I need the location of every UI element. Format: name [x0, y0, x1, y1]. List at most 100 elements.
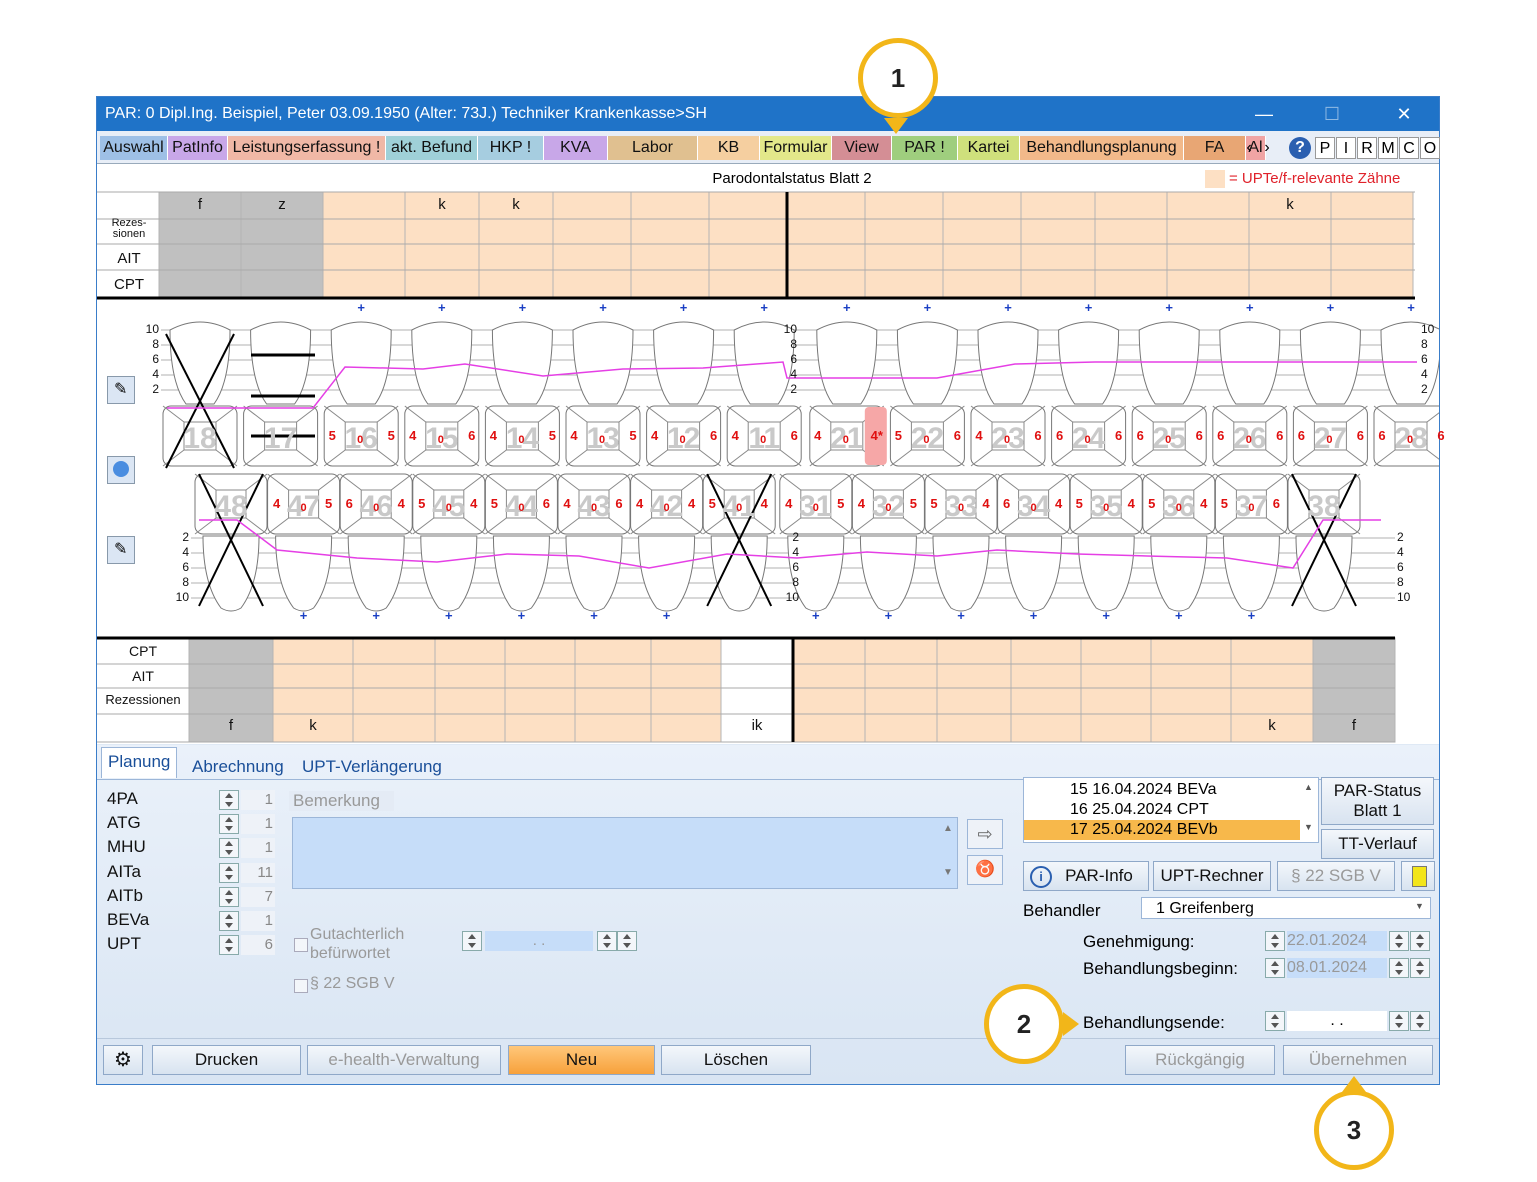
ehealth-button[interactable]: e-health-Verwaltung [307, 1045, 501, 1075]
sgb-checkbox-label: § 22 SGB V [310, 975, 395, 992]
drucken-button[interactable]: Drucken [152, 1045, 301, 1075]
quick-button-r[interactable]: R [1357, 137, 1377, 159]
beginn-date[interactable]: 08.01.2024 [1287, 958, 1387, 978]
tab-hkp[interactable]: HKP ! [478, 136, 544, 160]
quick-button-c[interactable]: C [1399, 137, 1419, 159]
tab-view[interactable]: View [832, 136, 892, 160]
par-status-button[interactable]: PAR-Status Blatt 1 [1321, 777, 1434, 825]
counter-spinner-aitb[interactable] [219, 886, 239, 907]
tab-patinfo[interactable]: PatInfo [168, 136, 228, 160]
rueckgaengig-button[interactable]: Rückgängig [1125, 1045, 1275, 1075]
counter-spinner-atg[interactable] [219, 814, 239, 835]
tab-abrechnung[interactable]: Abrechnung [192, 757, 284, 776]
tab-scroll-right[interactable]: › [1264, 139, 1270, 156]
gutachterlich-date-spinner-left[interactable] [462, 931, 482, 951]
ende-spinner-a[interactable] [1389, 1011, 1409, 1031]
tt-verlauf-button[interactable]: TT-Verlauf [1321, 829, 1434, 859]
counter-spinner-upt[interactable] [219, 935, 239, 956]
beginn-spinner-b[interactable] [1410, 958, 1430, 978]
list-item[interactable]: 16 25.04.2024 CPT [1070, 801, 1209, 818]
counter-value-upt[interactable]: 6 [241, 935, 275, 956]
beginn-spinner-a[interactable] [1389, 958, 1409, 978]
tab-par[interactable]: PAR ! [892, 136, 958, 160]
counter-spinner-4pa[interactable] [219, 790, 239, 810]
close-button[interactable]: ✕ [1396, 104, 1412, 124]
tab-formular[interactable]: Formular [760, 136, 832, 160]
lower-tooth-l-42: 4 [635, 496, 644, 511]
uebernehmen-button[interactable]: Übernehmen [1283, 1045, 1433, 1075]
main-tab-bar: Auswahl PatInfo Leistungserfassung ! akt. B… [97, 131, 1440, 164]
counter-value-mhu[interactable]: 1 [241, 838, 275, 859]
list-item[interactable]: 15 16.04.2024 BEVa [1070, 781, 1217, 798]
upt-rechner-button[interactable]: UPT-Rechner [1153, 861, 1271, 891]
settings-button[interactable]: ⚙ [103, 1045, 143, 1075]
tab-upt-verlaengerung[interactable]: UPT-Verlängerung [302, 757, 442, 776]
upper-tooth-inner-28 [1394, 421, 1428, 451]
tab-akt-befund[interactable]: akt. Befund [386, 136, 478, 160]
lower-cell-col-12 [1080, 637, 1152, 743]
tab-fa[interactable]: FA [1184, 136, 1246, 160]
counter-value-4pa[interactable]: 1 [241, 790, 275, 810]
genehmigung-date[interactable]: 22.01.2024 [1287, 931, 1387, 951]
loeschen-button[interactable]: Löschen [661, 1045, 811, 1075]
sgb-checkbox[interactable] [294, 979, 308, 993]
tab-auswahl[interactable]: Auswahl [100, 136, 168, 160]
lower-cell-col-2 [352, 637, 436, 743]
gutachterlich-checkbox[interactable] [294, 938, 308, 952]
list-scroll-down[interactable]: ▼ [1304, 822, 1313, 832]
counter-value-aita[interactable]: 11 [241, 862, 275, 883]
lower-tooth-l-32: 4 [857, 496, 865, 511]
edit-pencil-icon-upper[interactable]: ✎ [107, 376, 135, 404]
gutachterlich-date-spinner-a[interactable] [597, 931, 617, 951]
behandler-select[interactable]: 1 Greifenberg [1141, 897, 1431, 919]
counter-value-atg[interactable]: 1 [241, 814, 275, 835]
par-info-button[interactable]: i PAR-Info [1023, 861, 1149, 891]
tab-labor[interactable]: Labor [608, 136, 698, 160]
gutachterlich-date[interactable]: . . [485, 931, 593, 951]
tab-kb[interactable]: KB [698, 136, 760, 160]
beginn-spinner-left[interactable] [1265, 958, 1285, 978]
lower-tooth-r-34: 4 [1054, 496, 1063, 511]
help-icon[interactable]: ? [1289, 137, 1311, 159]
tab-behandlungsplanung[interactable]: Behandlungsplanung [1020, 136, 1184, 160]
quick-button-p[interactable]: P [1315, 137, 1335, 159]
ende-date[interactable]: . . [1287, 1011, 1387, 1031]
globe-icon[interactable] [107, 456, 135, 484]
counter-value-beva[interactable]: 1 [241, 911, 275, 931]
list-item[interactable]: 17 25.04.2024 BEVb [1024, 820, 1300, 840]
edit-pencil-icon-lower[interactable]: ✎ [107, 536, 135, 564]
counter-spinner-aita[interactable] [219, 862, 239, 883]
ende-spinner-left[interactable] [1265, 1011, 1285, 1031]
tab-planung[interactable]: Planung [101, 747, 178, 778]
appointment-list[interactable]: 15 16.04.2024 BEVa 16 25.04.2024 CPT 17 25… [1023, 777, 1319, 843]
tooth-icon[interactable]: ♉ [967, 855, 1003, 885]
arrow-right-icon[interactable]: ⇨ [967, 819, 1003, 849]
tab-scroll-left[interactable]: ‹ [1246, 139, 1252, 156]
textarea-scroll-down[interactable]: ▼ [943, 867, 953, 878]
counter-value-aitb[interactable]: 7 [241, 886, 275, 907]
neu-button[interactable]: Neu [508, 1045, 655, 1075]
genehmigung-spinner-b[interactable] [1410, 931, 1430, 951]
clipboard-button[interactable] [1401, 861, 1435, 891]
list-scroll-up[interactable]: ▲ [1304, 782, 1313, 792]
sgb-button[interactable]: § 22 SGB V [1277, 861, 1395, 891]
genehmigung-spinner-left[interactable] [1265, 931, 1285, 951]
tab-kva[interactable]: KVA [544, 136, 608, 160]
textarea-scroll-up[interactable]: ▲ [943, 823, 953, 834]
quick-button-i[interactable]: I [1336, 137, 1356, 159]
counter-spinner-beva[interactable] [219, 911, 239, 931]
quick-button-m[interactable]: M [1378, 137, 1398, 159]
maximize-button[interactable]: ☐ [1323, 104, 1341, 124]
lower-tooth-number-32: 32 [871, 490, 906, 523]
tab-kartei[interactable]: Kartei [958, 136, 1020, 160]
tab-al[interactable]: Al [1246, 136, 1266, 160]
tab-leistungserfassung[interactable]: Leistungserfassung ! [228, 136, 386, 160]
minimize-button[interactable]: — [1255, 104, 1273, 124]
gutachterlich-date-spinner-b[interactable] [617, 931, 637, 951]
quick-button-o[interactable]: O [1420, 137, 1440, 159]
counter-spinner-mhu[interactable] [219, 838, 239, 859]
ende-spinner-b[interactable] [1410, 1011, 1430, 1031]
chevron-down-icon[interactable]: ▼ [1415, 901, 1424, 911]
bemerkung-textarea[interactable] [292, 817, 958, 889]
genehmigung-spinner-a[interactable] [1389, 931, 1409, 951]
